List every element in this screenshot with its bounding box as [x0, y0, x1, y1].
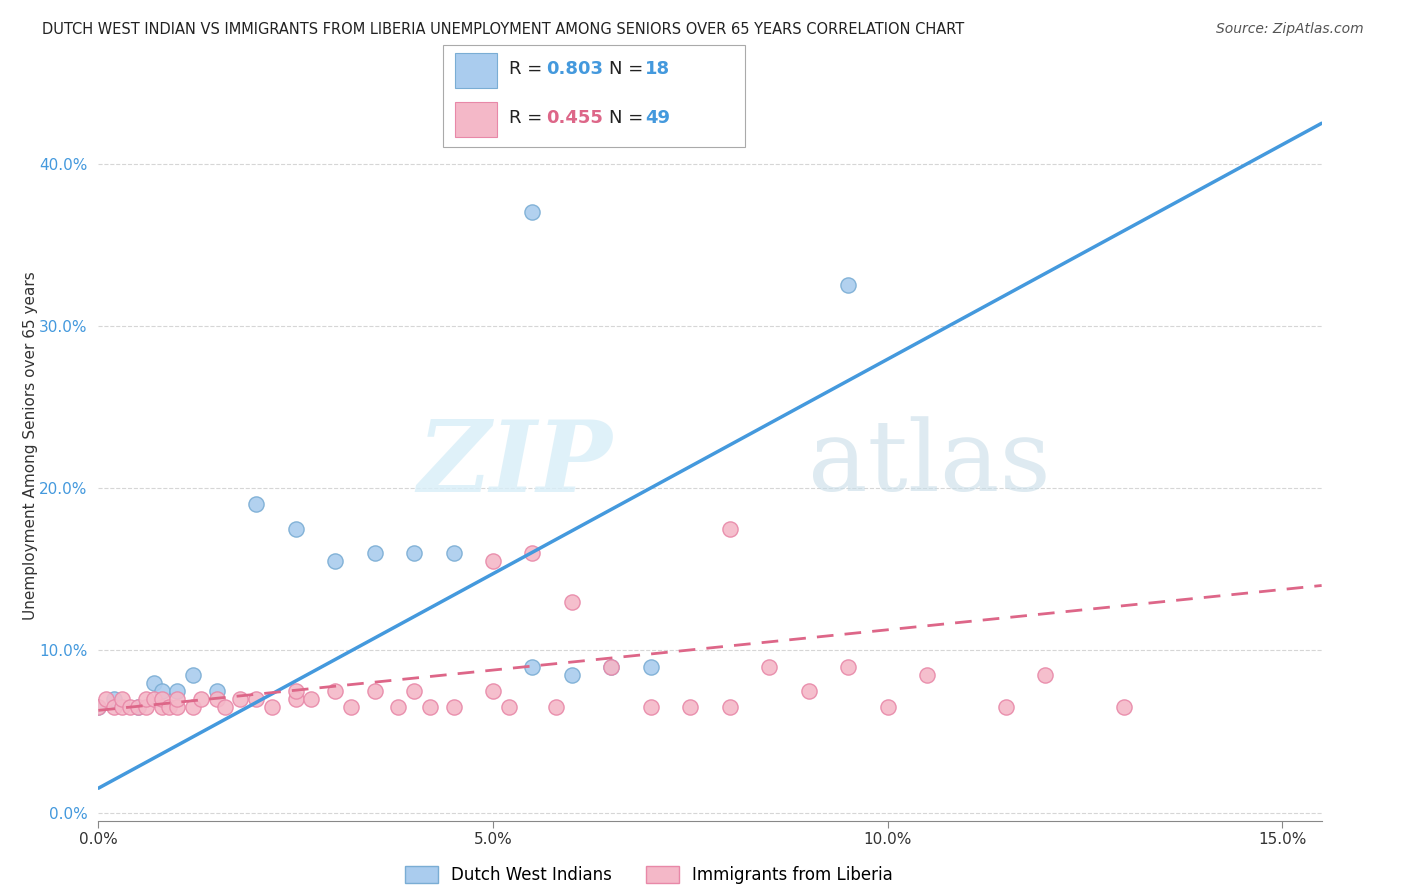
Point [166, 692, 188, 706]
Point [135, 700, 157, 714]
Point [482, 684, 505, 698]
Point [640, 700, 662, 714]
Text: DUTCH WEST INDIAN VS IMMIGRANTS FROM LIBERIA UNEMPLOYMENT AMONG SENIORS OVER 65 : DUTCH WEST INDIAN VS IMMIGRANTS FROM LIB… [42, 22, 965, 37]
Point [96, 692, 118, 706]
Point [214, 700, 236, 714]
Point [229, 692, 252, 706]
Point [245, 497, 267, 511]
Point [284, 692, 307, 706]
Point [127, 700, 149, 714]
Point [284, 684, 307, 698]
FancyBboxPatch shape [443, 45, 745, 147]
Text: 18: 18 [645, 61, 671, 78]
Point [127, 700, 149, 714]
Point [135, 692, 157, 706]
Text: atlas: atlas [808, 416, 1050, 512]
Point [150, 684, 173, 698]
Point [142, 692, 165, 706]
Point [419, 700, 441, 714]
Point [1114, 700, 1136, 714]
Point [876, 700, 898, 714]
Point [166, 700, 188, 714]
Point [994, 700, 1017, 714]
Legend: Dutch West Indians, Immigrants from Liberia: Dutch West Indians, Immigrants from Libe… [398, 859, 900, 891]
Point [245, 692, 267, 706]
Point [103, 700, 125, 714]
Point [522, 659, 544, 673]
Point [797, 684, 820, 698]
Point [404, 546, 426, 560]
Point [718, 700, 741, 714]
Point [111, 700, 134, 714]
Point [498, 700, 520, 714]
Point [159, 700, 181, 714]
Point [561, 667, 583, 681]
Point [103, 692, 125, 706]
Point [260, 700, 283, 714]
Point [561, 595, 583, 609]
Point [837, 659, 859, 673]
Text: R =: R = [509, 61, 548, 78]
Point [600, 659, 623, 673]
Point [190, 692, 212, 706]
Point [679, 700, 702, 714]
Point [1035, 667, 1057, 681]
Point [363, 684, 385, 698]
FancyBboxPatch shape [456, 53, 498, 87]
Point [323, 684, 346, 698]
Point [205, 692, 228, 706]
Point [118, 700, 141, 714]
Point [363, 546, 385, 560]
Point [150, 692, 173, 706]
Point [323, 554, 346, 568]
Point [87, 700, 110, 714]
Text: 49: 49 [645, 110, 671, 128]
Point [142, 675, 165, 690]
Text: 0.455: 0.455 [546, 110, 603, 128]
Point [443, 700, 465, 714]
Point [915, 667, 938, 681]
Point [404, 684, 426, 698]
Point [482, 554, 505, 568]
Point [387, 700, 409, 714]
Text: Source: ZipAtlas.com: Source: ZipAtlas.com [1216, 22, 1364, 37]
Text: Unemployment Among Seniors over 65 years: Unemployment Among Seniors over 65 years [24, 272, 38, 620]
FancyBboxPatch shape [456, 102, 498, 137]
Point [522, 205, 544, 219]
Point [205, 684, 228, 698]
Point [150, 700, 173, 714]
Point [340, 700, 363, 714]
Point [546, 700, 568, 714]
Point [166, 684, 188, 698]
Text: 0.803: 0.803 [546, 61, 603, 78]
Point [522, 546, 544, 560]
Point [718, 522, 741, 536]
Text: N =: N = [609, 61, 650, 78]
Point [181, 667, 204, 681]
Point [758, 659, 780, 673]
Point [443, 546, 465, 560]
Text: ZIP: ZIP [418, 416, 612, 512]
Point [284, 522, 307, 536]
Point [600, 659, 623, 673]
Text: R =: R = [509, 110, 548, 128]
Point [640, 659, 662, 673]
Point [111, 692, 134, 706]
Point [181, 700, 204, 714]
Point [837, 278, 859, 293]
Point [301, 692, 323, 706]
Point [87, 700, 110, 714]
Text: N =: N = [609, 110, 650, 128]
